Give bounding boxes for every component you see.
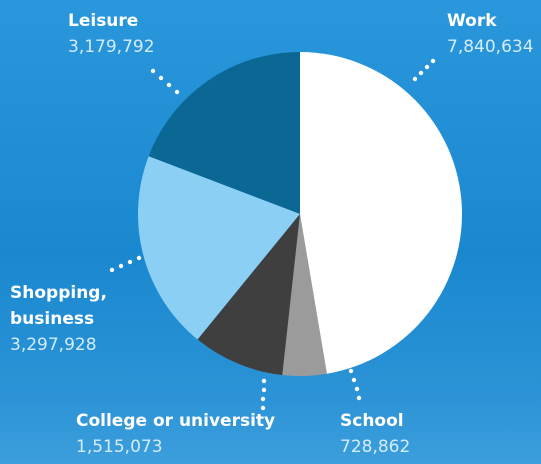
category-name: Work bbox=[447, 11, 497, 31]
category-name: School bbox=[340, 411, 404, 431]
category-name: College or university bbox=[76, 411, 276, 431]
slice-label: College or university 1,515,073 bbox=[76, 408, 275, 460]
pie-slice bbox=[138, 156, 300, 340]
category-name: Leisure bbox=[68, 11, 139, 31]
value-label: 728,862 bbox=[340, 437, 411, 457]
pie-slice bbox=[197, 214, 300, 376]
value-label: 3,297,928 bbox=[10, 335, 97, 355]
pie-slice bbox=[300, 52, 462, 374]
slice-label: Work 7,840,634 bbox=[447, 8, 534, 60]
value-label: 7,840,634 bbox=[447, 37, 534, 57]
pie-slice bbox=[282, 214, 327, 376]
value-label: 3,179,792 bbox=[68, 37, 155, 57]
slice-label: Leisure 3,179,792 bbox=[68, 8, 155, 60]
category-name: Shopping, business bbox=[10, 283, 107, 329]
leader-dots bbox=[109, 58, 436, 411]
pie-slice bbox=[148, 52, 300, 214]
slice-label: School 728,862 bbox=[340, 408, 410, 460]
value-label: 1,515,073 bbox=[76, 437, 163, 457]
slice-label: Shopping, business 3,297,928 bbox=[10, 280, 110, 358]
